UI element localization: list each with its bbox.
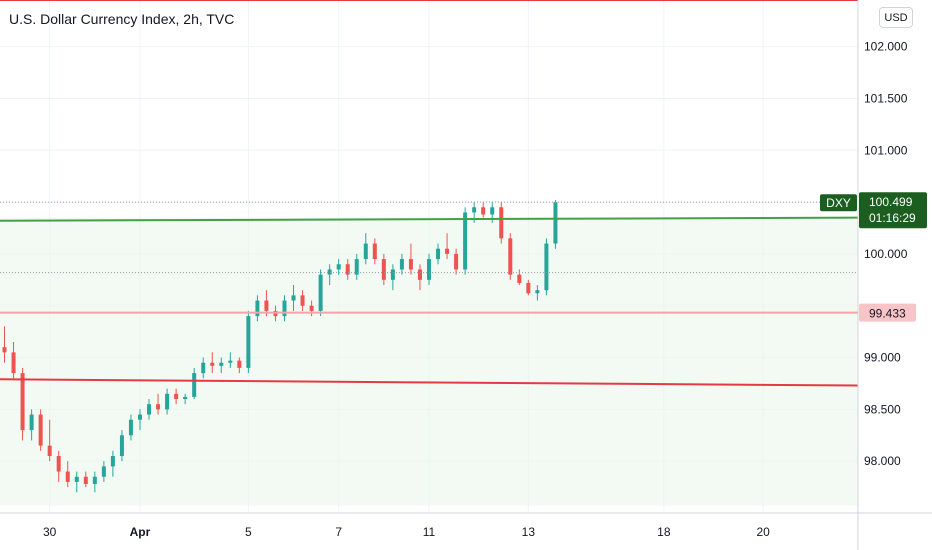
candle-body <box>137 414 142 420</box>
candle-body <box>408 259 413 270</box>
price-tick-label: 101.500 <box>864 91 908 105</box>
candle-body <box>381 259 386 280</box>
price-tick-label: 100.000 <box>864 247 908 261</box>
level-lines <box>0 0 859 387</box>
candle-body <box>174 393 179 399</box>
price-badges: DXY 100.499 01:16:29 99.433 <box>820 192 927 322</box>
candle-body <box>372 243 377 260</box>
level-badge <box>859 303 916 322</box>
candle-body <box>282 300 287 317</box>
candle-body <box>183 396 188 399</box>
candle-body <box>255 300 260 317</box>
candle-body <box>11 352 16 374</box>
price-tick-label: 99.000 <box>864 351 901 365</box>
candle-body <box>29 414 34 431</box>
candle-body <box>2 347 7 353</box>
candle-body <box>291 295 296 301</box>
candle-body <box>74 476 79 482</box>
candle-body <box>219 362 224 366</box>
candle-body <box>192 373 197 397</box>
time-tick-label: 30 <box>43 525 57 539</box>
candle-body <box>517 274 522 283</box>
time-tick-label: 7 <box>335 525 342 539</box>
candle-body <box>264 300 269 311</box>
time-tick-label: 20 <box>756 525 770 539</box>
candle-body <box>445 248 450 254</box>
price-tick-label: 98.000 <box>864 454 901 468</box>
candle-body <box>38 414 43 446</box>
price-tick-label: 102.000 <box>864 40 908 54</box>
candle-body <box>147 404 152 415</box>
time-tick-label: 13 <box>522 525 536 539</box>
candle-body <box>490 207 495 215</box>
time-tick-label: 18 <box>657 525 671 539</box>
candle-body <box>390 269 395 280</box>
candle-body <box>463 212 468 270</box>
candle-body <box>399 259 404 270</box>
candle-body <box>128 419 133 436</box>
candle-body <box>318 274 323 311</box>
candle-body <box>56 456 61 472</box>
candle-body <box>417 269 422 280</box>
candle-body <box>20 373 25 431</box>
candle-body <box>47 445 52 456</box>
price-tick-label: 98.500 <box>864 402 901 416</box>
candle-body <box>156 404 161 410</box>
candle-body <box>228 360 233 363</box>
last-price-badge <box>859 192 927 229</box>
candle-body <box>454 253 459 270</box>
candle-body <box>65 471 70 482</box>
candle-body <box>354 259 359 275</box>
last-price-label: 100.499 <box>869 195 913 209</box>
candle-body <box>544 243 549 291</box>
candle-body <box>327 269 332 275</box>
candle-body <box>535 290 540 294</box>
candle-body <box>553 202 558 244</box>
symbol-label: DXY <box>826 196 851 210</box>
time-scale[interactable]: 30 Apr 5 7 11 13 18 20 <box>43 525 770 539</box>
symbol-badge <box>820 194 857 212</box>
candle-body <box>345 264 350 275</box>
price-tick-label: 101.000 <box>864 143 908 157</box>
candle-body <box>92 476 97 484</box>
time-tick-label: Apr <box>130 525 151 539</box>
candle-body <box>300 295 305 306</box>
candle-body <box>119 435 124 456</box>
resistance-line <box>0 216 859 222</box>
candle-body <box>201 362 206 374</box>
price-scale[interactable]: 102.000 101.500 101.000 100.000 99.000 98.500… <box>864 40 908 469</box>
candle-body <box>481 207 486 215</box>
candle-body <box>210 362 215 366</box>
candle-body <box>427 259 431 280</box>
candle-body <box>526 282 531 294</box>
candle-body <box>472 207 477 213</box>
candle-body <box>508 238 513 275</box>
time-tick-label: 5 <box>245 525 252 539</box>
level-label: 99.433 <box>869 307 906 321</box>
candle-body <box>246 316 251 368</box>
currency-button[interactable]: USD <box>879 7 913 28</box>
candle-body <box>499 207 504 239</box>
candle-body <box>165 393 170 410</box>
candle-body <box>110 456 115 467</box>
support-lower-line <box>0 378 859 387</box>
candle-body <box>309 305 314 311</box>
countdown-label: 01:16:29 <box>869 211 916 225</box>
candle-body <box>363 243 368 260</box>
candle-body <box>436 248 441 260</box>
candle-body <box>336 264 341 270</box>
candle-body <box>237 360 242 368</box>
candle-body <box>101 466 106 477</box>
chart-title: U.S. Dollar Currency Index, 2h, TVC <box>9 11 235 27</box>
time-tick-label: 11 <box>423 525 436 539</box>
candle-body <box>83 476 88 484</box>
